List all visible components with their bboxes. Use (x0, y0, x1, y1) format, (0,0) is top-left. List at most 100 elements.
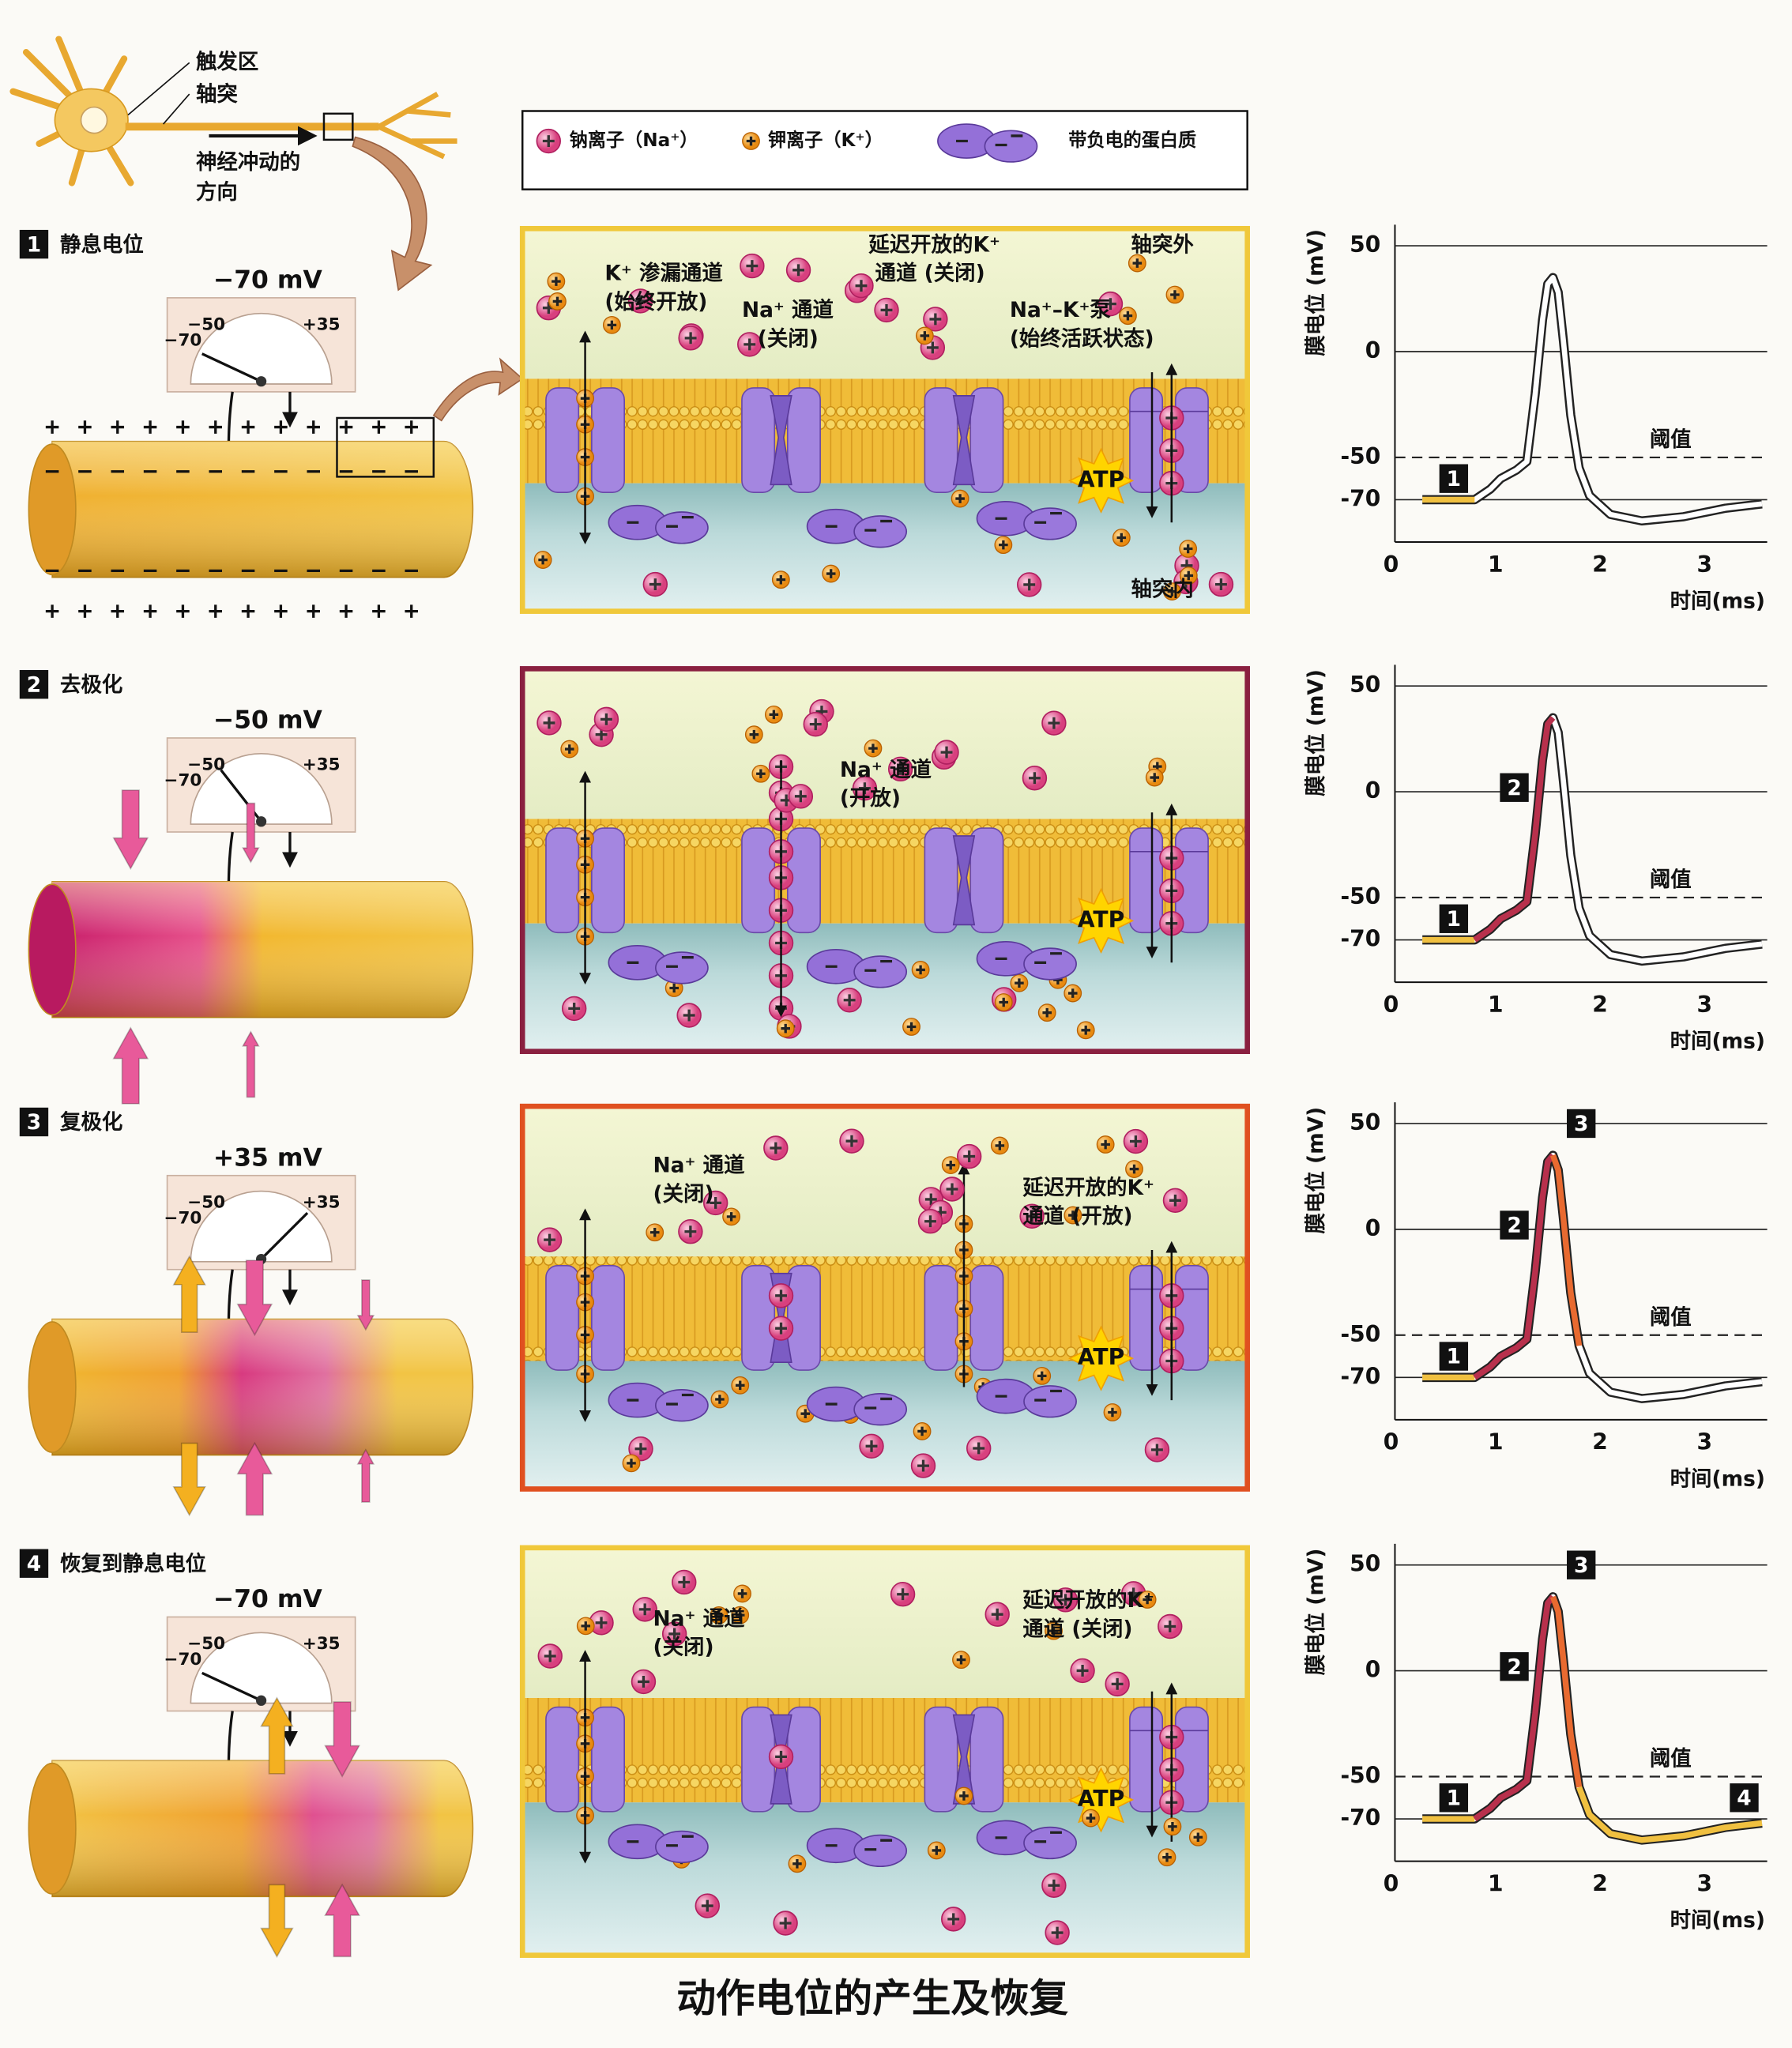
axon-shading (52, 441, 473, 578)
channel (924, 1706, 958, 1813)
charge-sign (792, 1859, 802, 1869)
atp-burst (1067, 1325, 1135, 1391)
charge-sign (143, 420, 157, 434)
charge-sign (940, 746, 953, 759)
channel-label: (关闭) (758, 326, 819, 351)
charge-sign (946, 1183, 958, 1195)
meter-pivot (256, 816, 267, 827)
charge-sign (176, 420, 190, 434)
charge-sign (1086, 1813, 1096, 1823)
protein (853, 955, 908, 988)
charge-sign (1150, 773, 1160, 782)
charge-sign (274, 604, 288, 618)
ion-flow-arrow (260, 1884, 294, 1958)
meter-scale: −70 (164, 1650, 201, 1670)
charge-sign (973, 1442, 985, 1455)
ion-flow-arrow (172, 1442, 206, 1517)
zoom-arrow (432, 357, 524, 422)
channel (786, 1264, 821, 1371)
charge-sign (1150, 1444, 1163, 1456)
channel-label: K⁺ 渗漏通道 (604, 262, 723, 286)
charge-sign (1108, 1407, 1117, 1417)
x-axis-label: 时间(ms) (1670, 1908, 1765, 1933)
charge-sign (1132, 258, 1143, 268)
lipid-bilayer (522, 1256, 1248, 1361)
charge-sign (843, 994, 856, 1007)
charge-sign (649, 1227, 660, 1237)
neuron-label: 轴突 (196, 82, 238, 107)
charge-sign (1023, 578, 1036, 591)
charge-sign (638, 1603, 651, 1616)
charge-sign (564, 744, 574, 754)
meter-pivot (256, 1695, 267, 1706)
charge-sign (946, 1160, 956, 1170)
curve-outline (1422, 1150, 1763, 1403)
ion-flow-arrow (172, 1255, 206, 1333)
charge-sign (683, 1009, 695, 1022)
charge-sign (339, 420, 353, 434)
lipid-bilayer (522, 819, 1248, 924)
legend-label: 带负电的蛋白质 (1068, 130, 1196, 151)
charge-sign (339, 470, 353, 573)
stage-number: 2 (27, 672, 41, 697)
charge-sign (865, 1440, 878, 1452)
charge-sign (568, 1002, 581, 1015)
y-axis-label: 膜电位 (mV) (1304, 1549, 1328, 1676)
charge-sign (781, 1023, 791, 1033)
charge-sign (143, 470, 157, 573)
extracellular (522, 1106, 1248, 1257)
x-tick-label: 2 (1592, 1429, 1608, 1455)
leader (127, 62, 190, 116)
legend-box (521, 110, 1248, 190)
charge-sign (1015, 978, 1024, 988)
charge-sign (595, 1617, 608, 1629)
panel-border (519, 225, 1250, 614)
charge-sign (1048, 1879, 1060, 1892)
charge-sign (1168, 1821, 1177, 1832)
charge-sign (1111, 1677, 1124, 1690)
protein (1023, 1385, 1077, 1418)
charge-sign (209, 470, 223, 573)
charge-sign (649, 578, 661, 590)
atp-label: ATP (1078, 1344, 1124, 1370)
y-tick-label: 0 (1365, 1657, 1381, 1683)
charge-sign (1193, 1832, 1203, 1843)
y-tick-label: -50 (1341, 1321, 1381, 1347)
charge-sign (894, 762, 907, 775)
y-axis-label: 膜电位 (mV) (1304, 669, 1328, 796)
channel (1129, 1264, 1164, 1371)
charge-sign (756, 769, 766, 779)
charge-sign (45, 470, 59, 573)
curve-outline (1422, 713, 1763, 966)
charge-sign (920, 331, 930, 341)
ion-flow-arrow (324, 1701, 360, 1778)
charge-sign (1076, 1664, 1089, 1677)
charge-sign (1068, 1210, 1078, 1220)
charge-sign (78, 604, 92, 618)
charge-sign (552, 296, 563, 307)
channel-label: 轴突外 (1131, 232, 1195, 257)
meter-scale: +35 (303, 755, 341, 775)
threshold-label: 阈值 (1650, 868, 1692, 892)
x-axis-label: 时间(ms) (1670, 1030, 1765, 1054)
threshold-label: 阈值 (1650, 1747, 1692, 1771)
charge-sign (746, 260, 759, 273)
potential-curve (1422, 1594, 1763, 1843)
charge-sign (544, 1650, 556, 1662)
y-tick-label: -50 (1341, 443, 1381, 469)
charge-sign (176, 470, 190, 573)
charge-sign (634, 1443, 647, 1455)
charge-sign (111, 420, 125, 434)
charge-sign (917, 1459, 929, 1472)
charge-sign (678, 1576, 691, 1588)
meter-scale: +35 (303, 1634, 341, 1654)
charge-sign (776, 574, 786, 585)
charge-sign (668, 1628, 681, 1640)
charge-sign (800, 1409, 811, 1418)
charge-sign (1026, 1210, 1038, 1222)
charge-sign (1183, 544, 1193, 554)
y-tick-label: 50 (1350, 232, 1380, 258)
charge-sign (542, 135, 555, 147)
stage-name: 复极化 (59, 1110, 122, 1135)
phase-marker (1439, 904, 1469, 933)
